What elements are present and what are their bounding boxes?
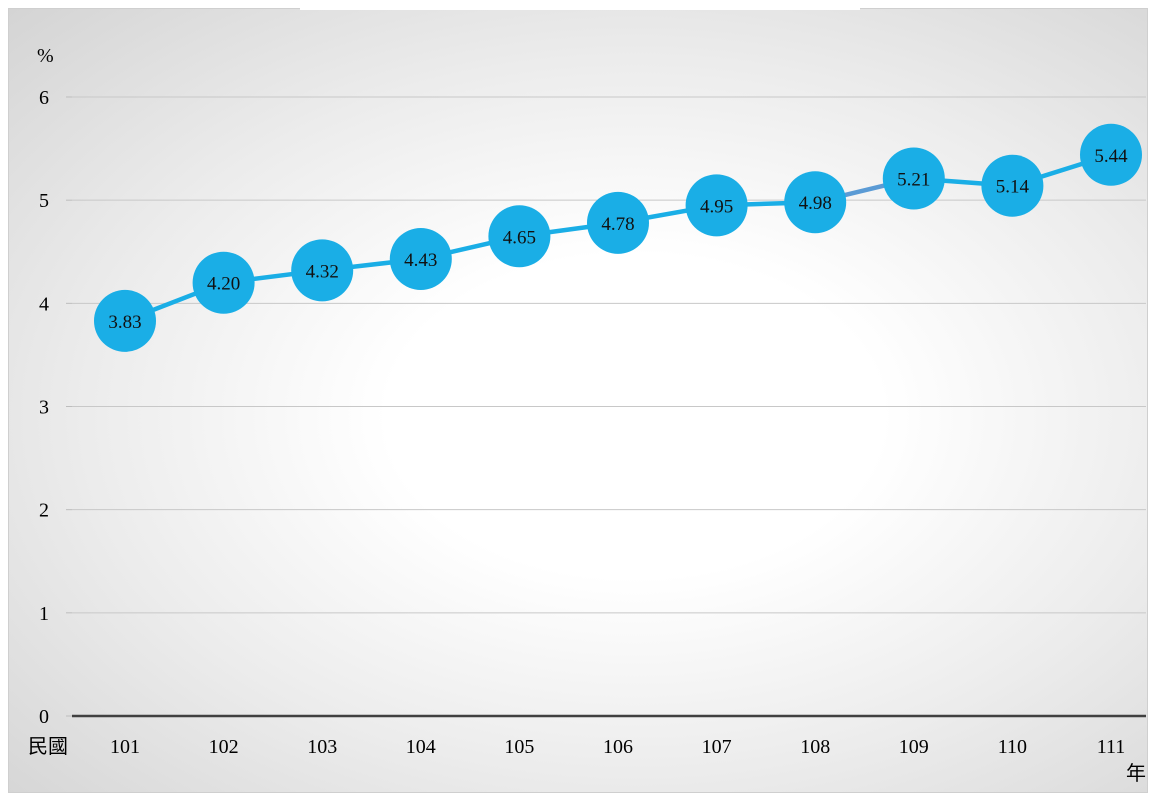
data-label: 5.44 — [1094, 146, 1128, 167]
data-label: 4.95 — [700, 196, 733, 217]
data-point — [1080, 123, 1142, 186]
y-tick-label: 1 — [39, 603, 49, 625]
x-tick-label: 103 — [307, 736, 337, 758]
x-tick-label: 105 — [504, 736, 534, 758]
data-point — [882, 147, 945, 210]
y-tick-label: 0 — [39, 706, 49, 728]
chart-frame — [8, 8, 1148, 793]
x-tick-label: 104 — [406, 736, 436, 758]
data-point — [587, 191, 649, 254]
x-tick-label: 111 — [1097, 736, 1126, 758]
data-label: 4.65 — [503, 227, 536, 248]
data-point — [784, 171, 847, 234]
y-tick-labels: 0 1 2 3 4 5 6 — [39, 87, 49, 728]
data-label: 4.43 — [404, 250, 437, 271]
y-tick-label: 5 — [39, 190, 49, 212]
y-tick-label: 2 — [39, 500, 49, 522]
series-markers — [94, 123, 1142, 352]
data-point — [981, 154, 1044, 217]
data-label: 4.98 — [799, 193, 832, 214]
y-tick-label: 4 — [39, 293, 49, 315]
data-label: 3.83 — [108, 312, 141, 333]
data-label: 5.14 — [996, 177, 1030, 198]
x-tick-labels: 101 102 103 104 105 106 107 108 109 110 111 — [110, 736, 1125, 758]
y-unit-label: % — [37, 45, 54, 67]
data-labels: 3.83 4.20 4.32 4.43 4.65 4.78 4.95 4.98 5.21 5.14… — [108, 146, 1128, 333]
gridlines — [66, 96, 1146, 718]
data-point — [389, 227, 452, 290]
data-point — [94, 289, 156, 352]
title-strip — [300, 0, 860, 10]
data-point — [685, 174, 748, 237]
x-tick-label: 107 — [702, 736, 732, 758]
data-point — [192, 251, 255, 314]
data-label: 4.32 — [306, 261, 339, 282]
y-tick-label: 6 — [39, 87, 49, 109]
data-label: 4.20 — [207, 274, 240, 295]
x-tick-label: 110 — [998, 736, 1027, 758]
data-point — [291, 239, 354, 302]
data-point — [488, 205, 551, 268]
x-tick-label: 109 — [899, 736, 929, 758]
x-tick-label: 108 — [800, 736, 830, 758]
data-label: 5.21 — [897, 170, 930, 191]
data-label: 4.78 — [601, 214, 634, 235]
x-tick-label: 102 — [209, 736, 239, 758]
x-tick-label: 101 — [110, 736, 140, 758]
x-prefix-label: 民國 — [28, 736, 68, 758]
y-tick-label: 3 — [39, 397, 49, 419]
x-tick-label: 106 — [603, 736, 633, 758]
x-unit-label: 年 — [1126, 762, 1146, 785]
